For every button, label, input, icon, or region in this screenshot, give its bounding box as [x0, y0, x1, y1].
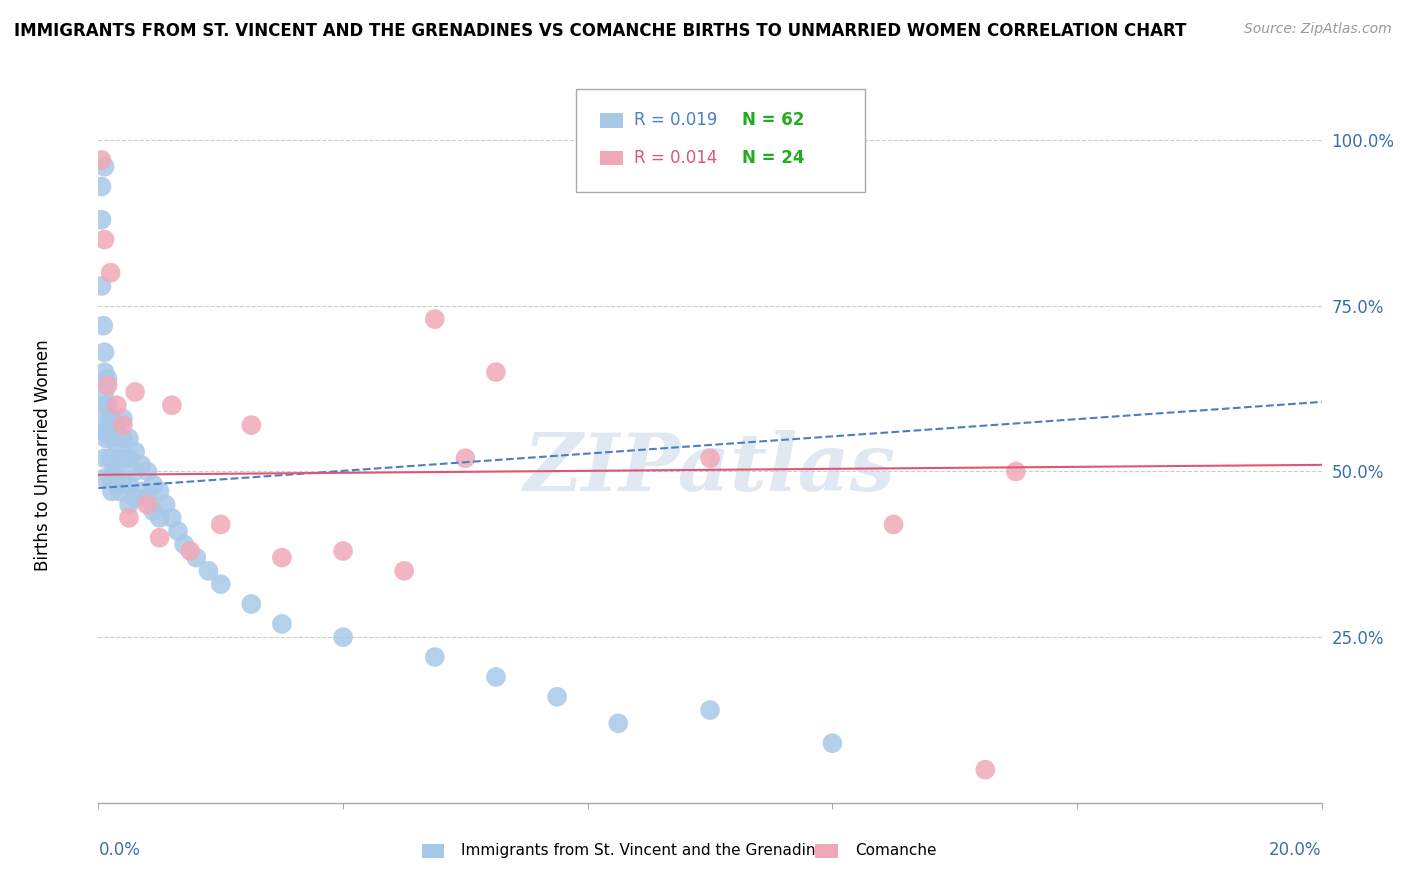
Point	[699, 703, 721, 717]
Point	[111, 477, 134, 491]
Point	[173, 537, 195, 551]
Point	[124, 384, 146, 399]
Point	[136, 498, 159, 512]
Text: R = 0.014: R = 0.014	[634, 149, 717, 167]
Text: IMMIGRANTS FROM ST. VINCENT AND THE GRENADINES VS COMANCHE BIRTHS TO UNMARRIED W: IMMIGRANTS FROM ST. VINCENT AND THE GREN…	[14, 22, 1187, 40]
Point	[118, 511, 141, 525]
Point	[111, 418, 134, 433]
Point	[883, 517, 905, 532]
Point	[100, 411, 122, 425]
Point	[118, 498, 141, 512]
Point	[607, 716, 630, 731]
Point	[149, 484, 172, 499]
Point	[93, 365, 115, 379]
Point	[270, 550, 292, 565]
Point	[101, 484, 124, 499]
Text: Immigrants from St. Vincent and the Grenadines: Immigrants from St. Vincent and the Gren…	[461, 844, 834, 858]
Point	[97, 398, 120, 412]
Text: R = 0.019: R = 0.019	[634, 112, 717, 129]
Point	[149, 531, 172, 545]
Point	[90, 212, 112, 227]
Text: N = 62: N = 62	[742, 112, 804, 129]
Text: Source: ZipAtlas.com: Source: ZipAtlas.com	[1244, 22, 1392, 37]
Point	[332, 544, 354, 558]
Text: 20.0%: 20.0%	[1270, 841, 1322, 859]
Point	[142, 477, 165, 491]
Point	[97, 372, 120, 386]
Point	[105, 398, 128, 412]
Point	[93, 411, 115, 425]
Point	[167, 524, 190, 538]
Point	[94, 398, 117, 412]
Point	[974, 763, 997, 777]
Point	[118, 431, 141, 445]
Point	[129, 484, 152, 499]
Point	[111, 411, 134, 425]
Point	[90, 153, 112, 167]
Point	[209, 517, 232, 532]
Point	[97, 378, 120, 392]
Point	[240, 597, 263, 611]
Point	[136, 465, 159, 479]
Point	[93, 471, 115, 485]
Point	[124, 465, 146, 479]
Point	[149, 511, 172, 525]
Point	[94, 431, 117, 445]
Point	[93, 451, 115, 466]
Point	[93, 384, 115, 399]
Text: N = 24: N = 24	[742, 149, 804, 167]
Point	[129, 458, 152, 472]
Point	[392, 564, 416, 578]
Point	[100, 266, 122, 280]
Point	[97, 425, 120, 439]
Point	[136, 491, 159, 505]
Point	[100, 471, 122, 485]
Point	[821, 736, 844, 750]
Point	[93, 345, 115, 359]
Point	[91, 318, 114, 333]
Point	[179, 544, 201, 558]
Point	[423, 312, 446, 326]
Point	[105, 465, 128, 479]
Point	[142, 504, 165, 518]
Point	[485, 365, 508, 379]
Point	[105, 418, 128, 433]
Point	[1004, 465, 1026, 479]
Point	[454, 451, 477, 466]
Point	[546, 690, 568, 704]
Point	[332, 630, 354, 644]
Point	[124, 444, 146, 458]
Point	[485, 670, 508, 684]
Point	[160, 398, 183, 412]
Point	[270, 616, 292, 631]
Text: Births to Unmarried Women: Births to Unmarried Women	[34, 339, 52, 571]
Point	[423, 650, 446, 665]
Point	[103, 465, 125, 479]
Point	[90, 179, 112, 194]
Point	[93, 233, 115, 247]
Point	[118, 451, 141, 466]
Point	[118, 477, 141, 491]
Point	[186, 550, 208, 565]
Point	[100, 431, 122, 445]
Point	[111, 431, 134, 445]
Point	[111, 451, 134, 466]
Point	[160, 511, 183, 525]
Text: Comanche: Comanche	[855, 844, 936, 858]
Point	[93, 425, 115, 439]
Text: ZIPatlas: ZIPatlas	[524, 430, 896, 508]
Point	[108, 484, 131, 499]
Text: 0.0%: 0.0%	[98, 841, 141, 859]
Point	[209, 577, 232, 591]
Point	[155, 498, 177, 512]
Point	[93, 160, 115, 174]
Point	[105, 438, 128, 452]
Point	[699, 451, 721, 466]
Point	[240, 418, 263, 433]
Point	[197, 564, 219, 578]
Point	[90, 279, 112, 293]
Point	[100, 451, 122, 466]
Point	[124, 491, 146, 505]
